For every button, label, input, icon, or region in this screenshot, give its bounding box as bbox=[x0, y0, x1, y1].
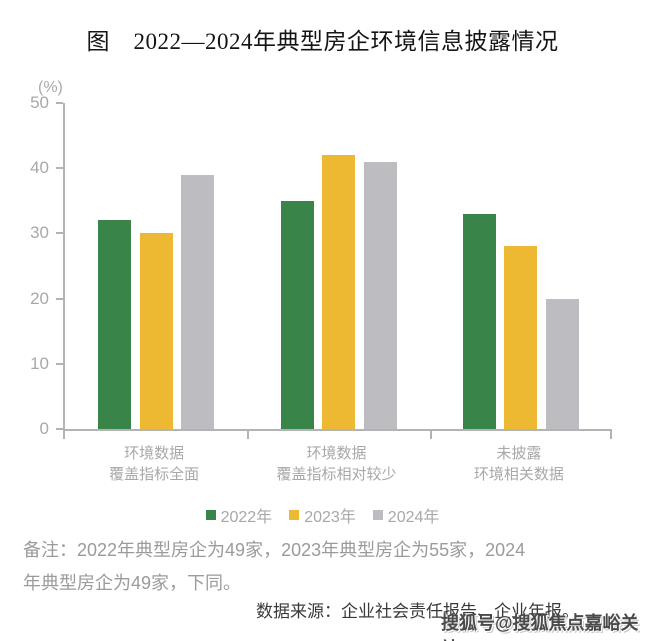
category-label-line: 环境数据 bbox=[306, 445, 367, 462]
footnote-line-1: 备注：2022年典型房企为49家，2023年典型房企为55家，2024 bbox=[23, 540, 526, 560]
y-tick-mark-40 bbox=[56, 167, 63, 170]
footnote: 备注：2022年典型房企为49家，2023年典型房企为55家，2024 年典型房… bbox=[23, 534, 631, 600]
y-tick-mark-0 bbox=[56, 428, 63, 430]
y-tick-mark-10 bbox=[56, 362, 63, 365]
watermark-text: 搜狐号@搜狐焦点嘉峪关站 bbox=[441, 613, 639, 641]
legend-item-2024年: 2024年 bbox=[372, 503, 440, 527]
plot-area bbox=[56, 102, 612, 439]
x-tick-mark-3 bbox=[610, 430, 612, 439]
y-axis: 0 10 20 30 40 50 bbox=[0, 93, 55, 438]
bar-2023年-group2 bbox=[322, 155, 355, 429]
legend-item-2022年: 2022年 bbox=[205, 503, 273, 527]
x-tick-mark-2 bbox=[429, 430, 432, 439]
x-axis-labels: 环境数据 覆盖指标全面 环境数据 覆盖指标相对较少 未披露 环境相关数据 bbox=[63, 443, 610, 493]
legend-swatch-icon bbox=[205, 510, 216, 520]
bar-2023年-group3 bbox=[504, 246, 538, 429]
category-label-3: 未披露 环境相关数据 bbox=[409, 443, 629, 485]
bar-2022年-group3 bbox=[462, 213, 496, 429]
category-label-line: 覆盖指标相对较少 bbox=[276, 466, 397, 483]
category-label-line: 环境相关数据 bbox=[473, 466, 564, 483]
data-source-text: 数据来源：企业社会责任报告、企业年报。 bbox=[256, 602, 579, 621]
category-label-2: 环境数据覆盖指标相对较少 bbox=[227, 443, 447, 485]
y-tick-label-40: 40 bbox=[30, 158, 49, 178]
legend-swatch-icon bbox=[289, 510, 300, 520]
y-tick-mark-50 bbox=[56, 102, 63, 104]
y-tick-label-0: 0 bbox=[39, 419, 49, 438]
bar-2024年-group3 bbox=[545, 298, 579, 429]
chart-title: 图 2022—2024年典型房企环境信息披露情况 bbox=[86, 29, 559, 54]
y-tick-mark-20 bbox=[56, 297, 63, 300]
y-axis-unit-label: (%) bbox=[38, 79, 63, 96]
category-label-line: 覆盖指标全面 bbox=[109, 466, 200, 483]
y-tick-mark-30 bbox=[56, 232, 63, 235]
x-tick-mark-1 bbox=[247, 430, 250, 439]
category-label-line: 未披露 bbox=[496, 445, 542, 462]
bar-2023年-group1 bbox=[139, 233, 173, 429]
y-tick-label-10: 10 bbox=[30, 353, 49, 373]
y-tick-label-50: 50 bbox=[30, 93, 49, 112]
legend-label: 2022年 bbox=[220, 509, 273, 526]
category-label-line: 环境数据 bbox=[124, 445, 185, 462]
legend: 2022年 2023年 2024年 bbox=[0, 503, 645, 527]
bar-2024年-group1 bbox=[181, 174, 215, 429]
bar-2024年-group2 bbox=[363, 161, 397, 429]
bar-2022年-group2 bbox=[280, 200, 314, 429]
legend-item-2023年: 2023年 bbox=[289, 503, 356, 527]
legend-label: 2023年 bbox=[304, 509, 356, 526]
category-label-1: 环境数据覆盖指标全面 bbox=[44, 443, 264, 485]
legend-swatch-icon bbox=[372, 510, 383, 520]
y-tick-label-30: 30 bbox=[30, 223, 49, 243]
footnote-line-2: 年典型房企为49家，下同。 bbox=[23, 573, 242, 593]
y-axis-extension bbox=[63, 429, 65, 439]
bar-2022年-group1 bbox=[98, 220, 132, 429]
y-tick-label-20: 20 bbox=[30, 288, 49, 308]
legend-label: 2024年 bbox=[387, 509, 440, 526]
